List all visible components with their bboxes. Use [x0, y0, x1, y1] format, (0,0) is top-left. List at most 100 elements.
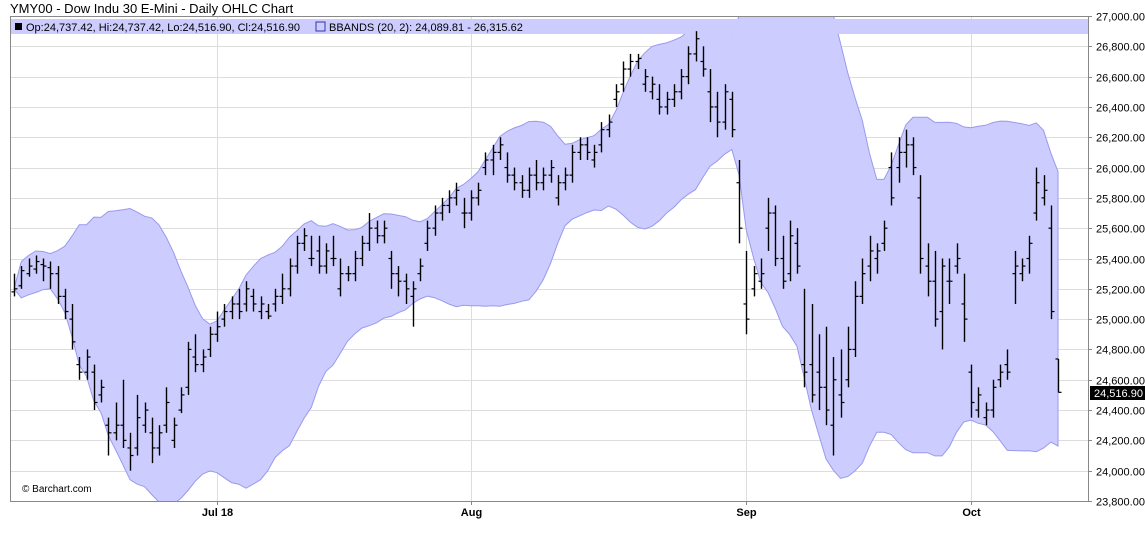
ohlc-bar [722, 84, 729, 130]
ohlc-bar [1048, 205, 1055, 320]
chart-title: YMY00 - Dow Indu 30 E-Mini - Daily OHLC … [10, 1, 294, 16]
ohlc-bar [200, 349, 207, 373]
ohlc-bar [337, 258, 344, 297]
ohlc-bar [446, 190, 453, 214]
ohlc-bar [511, 167, 518, 191]
ohlc-bar [707, 69, 714, 123]
y-tick-label: 25,600.00 [1096, 224, 1145, 236]
ohlc-bar [236, 288, 243, 320]
ohlc-bar [366, 213, 373, 251]
ohlc-bar [548, 159, 555, 183]
ohlc-bar [867, 235, 874, 282]
ohlc-bar [685, 46, 692, 85]
ohlc-bar [562, 167, 569, 191]
y-tick-label: 26,000.00 [1096, 164, 1145, 176]
ohlc-bar [801, 288, 808, 388]
y-tick-label: 24,800.00 [1096, 345, 1145, 357]
ohlc-bar [809, 303, 816, 403]
ohlc-bar [497, 137, 504, 160]
ohlc-bar [395, 266, 402, 297]
ohlc-bar [917, 175, 924, 274]
ohlc-bar [780, 235, 787, 289]
ohlc-bar [1012, 250, 1019, 304]
ohlc-bar [932, 250, 939, 327]
ohlc-bar [156, 425, 163, 456]
ohlc-bar [519, 175, 526, 198]
ohlc-bar [983, 402, 990, 426]
ohlc-bar [243, 281, 250, 312]
y-tick-label: 24,600.00 [1096, 376, 1145, 388]
copyright: © Barchart.com [22, 484, 92, 495]
y-tick-label: 24,400.00 [1096, 406, 1145, 418]
ohlc-bar [910, 137, 917, 176]
ohlc-bar [388, 250, 395, 289]
ohlc-bar [743, 250, 750, 335]
ohlc-bar [33, 255, 40, 274]
ohlc-bar [98, 379, 105, 403]
x-tick-label: Sep [736, 507, 756, 519]
ohlc-bar [700, 46, 707, 77]
ohlc-bar [417, 258, 424, 282]
ohlc-bar [1019, 258, 1026, 282]
ohlc-bar [903, 129, 910, 168]
ohlc-bar [620, 61, 627, 92]
legend-ohlc: Op:24,737.42, Hi:24,737.42, Lo:24,516.90… [26, 22, 300, 34]
ohlc-bar [424, 220, 431, 251]
x-tick-label: Jul 18 [202, 507, 233, 519]
ohlc-bar [772, 205, 779, 267]
ohlc-bar [207, 326, 214, 358]
ohlc-bar [265, 303, 272, 320]
ohlc-bar [403, 273, 410, 304]
ohlc-bar [287, 258, 294, 297]
ohlc-bar [642, 69, 649, 92]
ohlc-bar [76, 357, 83, 380]
ohlc-bar [584, 137, 591, 160]
ohlc-bar [881, 220, 888, 251]
ohlc-bar [308, 235, 315, 267]
ohlc-bar [1055, 358, 1062, 393]
ohlc-bar [627, 53, 634, 77]
ohlc-bar [1004, 349, 1011, 380]
y-tick-label: 26,200.00 [1096, 133, 1145, 145]
ohlc-bar [359, 235, 366, 267]
ohlc-bar [410, 281, 417, 327]
ohlc-bar [11, 273, 18, 297]
ohlc-bar [62, 288, 69, 320]
ohlc-bar [613, 84, 620, 107]
legend-bbands-swatch [315, 21, 326, 32]
ohlc-bar [381, 220, 388, 244]
ohlc-bar [751, 266, 758, 297]
ohlc-bar [736, 159, 743, 244]
ohlc-bar [975, 387, 982, 418]
y-tick-label: 25,000.00 [1096, 315, 1145, 327]
ohlc-bar [656, 84, 663, 115]
y-tick-label: 24,200.00 [1096, 436, 1145, 448]
ohlc-bar [178, 387, 185, 414]
legend-bbands: BBANDS (20, 2): 24,089.81 - 26,315.62 [329, 22, 523, 34]
bollinger-band [13, 16, 1059, 501]
ohlc-bar [823, 326, 830, 426]
ohlc-bar [845, 326, 852, 388]
x-tick-label: Oct [962, 507, 981, 519]
ohlc-bar [678, 69, 685, 100]
x-tick-label: Aug [461, 507, 482, 519]
y-tick-label: 26,400.00 [1096, 103, 1145, 115]
ohlc-bar [939, 258, 946, 350]
ohlc-bar [598, 122, 605, 153]
ohlc-bar [664, 91, 671, 115]
y-tick-label: 25,800.00 [1096, 194, 1145, 206]
ohlc-bar [1041, 175, 1048, 206]
ohlc-bar [316, 235, 323, 274]
ohlc-bar [105, 417, 112, 456]
ohlc-bar [120, 379, 127, 448]
ohlc-bar [714, 91, 721, 138]
legend-background [10, 19, 1088, 34]
ohlc-bar [758, 258, 765, 289]
y-tick-label: 26,600.00 [1096, 73, 1145, 85]
y-tick-label: 25,200.00 [1096, 285, 1145, 297]
ohlc-bar [439, 197, 446, 221]
ohlc-bar [352, 250, 359, 282]
ohlc-bar [185, 341, 192, 395]
ohlc-bar [765, 197, 772, 251]
ohlc-bar [47, 261, 54, 289]
